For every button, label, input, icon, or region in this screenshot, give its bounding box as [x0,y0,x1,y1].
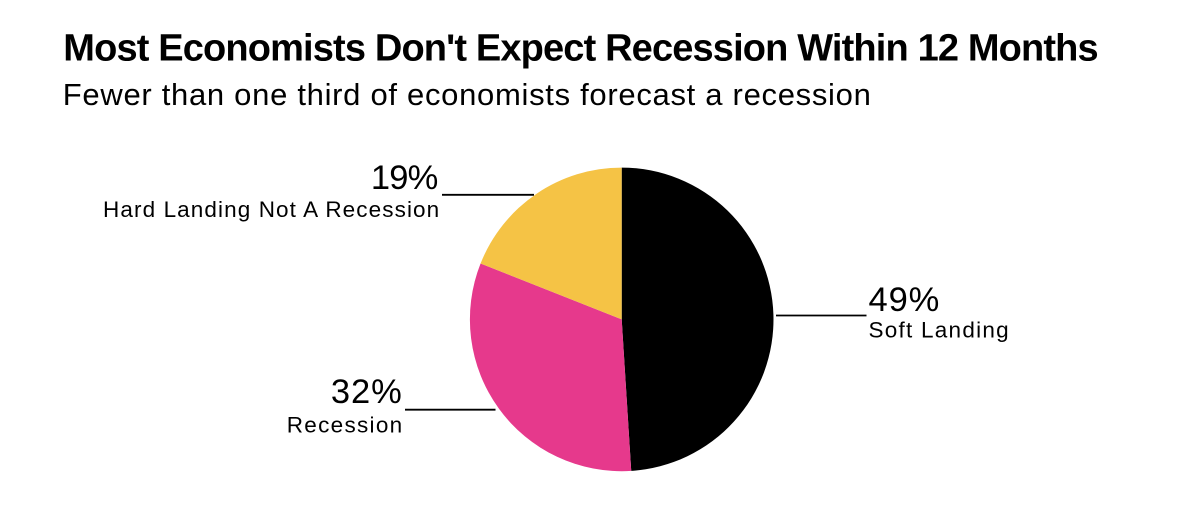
svg-text:19%: 19% [371,159,438,197]
svg-text:Recession: Recession [287,412,404,437]
svg-text:49%: 49% [869,281,941,319]
svg-text:Most Economists Don't Expect R: Most Economists Don't Expect Recession W… [63,27,1098,69]
svg-text:32%: 32% [331,373,403,411]
svg-text:Hard Landing Not A Recession: Hard Landing Not A Recession [103,197,440,222]
svg-text:Soft Landing: Soft Landing [869,318,1010,343]
svg-text:Fewer than one third of econom: Fewer than one third of economists forec… [63,77,872,112]
